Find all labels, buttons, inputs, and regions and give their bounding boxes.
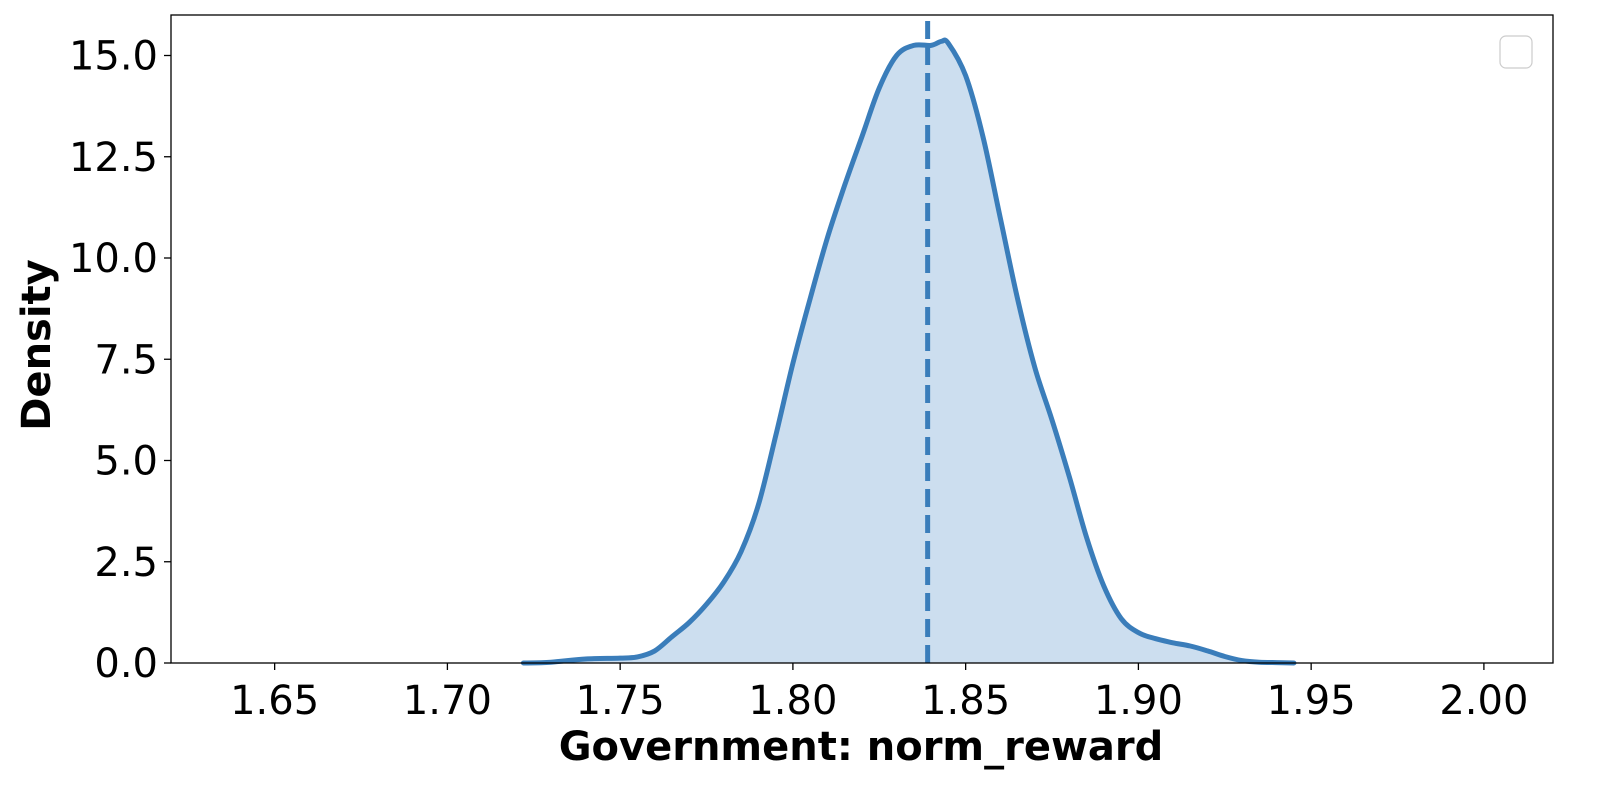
axes-frame	[170, 14, 1554, 664]
y-tick-label: 0.0	[94, 641, 158, 687]
y-tick-label: 12.5	[69, 135, 158, 181]
y-tick-label: 10.0	[69, 236, 158, 282]
x-tick-label: 1.65	[230, 678, 319, 724]
x-tick-label: 1.75	[576, 678, 665, 724]
x-tick-label: 1.70	[403, 678, 492, 724]
density-area-fill	[523, 40, 1294, 663]
x-tick-label: 1.90	[1094, 678, 1183, 724]
y-tick-label: 5.0	[94, 439, 158, 485]
y-tick-label: 15.0	[69, 34, 158, 80]
legend-box	[1499, 35, 1533, 69]
y-tick-label: 7.5	[94, 337, 158, 383]
x-tick-label: 2.00	[1439, 678, 1528, 724]
plot-area	[170, 14, 1554, 666]
x-tick-label: 1.85	[921, 678, 1010, 724]
y-tick-label: 2.5	[94, 540, 158, 586]
y-axis-title: Density	[14, 259, 60, 431]
density-line	[520, 37, 1297, 666]
x-tick-label: 1.95	[1267, 678, 1356, 724]
axis-ticks: 1.65 1.70 1.75 1.80 1.85 1.90 1.95 2.00 0.0 2.5 5.…	[69, 34, 1528, 725]
x-axis-title: Government: norm_reward	[559, 724, 1164, 770]
x-tick-label: 1.80	[748, 678, 837, 724]
